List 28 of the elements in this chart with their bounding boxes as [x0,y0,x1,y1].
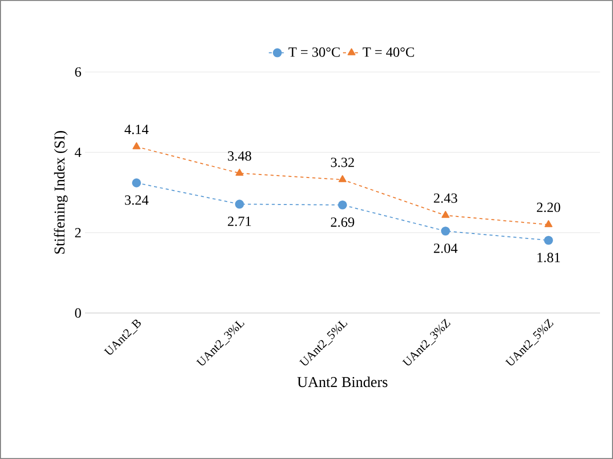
y-tick-label: 0 [75,308,81,318]
point [441,226,450,236]
legend-label: T = 30°C [288,47,340,57]
y-tick-label: 4 [74,148,82,157]
point [544,236,553,245]
x-axis-title: UAnt2 Binders [297,376,388,388]
data-label: 1.81 [538,252,560,262]
legend-label: T = 40°C [362,47,414,57]
point [442,210,450,218]
point [544,220,552,228]
data-label: 4.14 [124,124,148,134]
point [338,175,346,182]
data-label: 2.04 [434,244,458,254]
y-axis-title: Stiffening Index (SI) [54,131,68,254]
point [235,200,244,209]
point [132,142,140,150]
y-tick-label: 6 [75,67,82,77]
data-label: 3.24 [124,195,148,205]
data-label: 2.20 [536,202,560,212]
data-label: 2.69 [330,217,354,227]
point [236,168,244,176]
data-label: 3.48 [228,151,252,161]
point [338,200,347,210]
data-label: 3.32 [330,158,354,168]
y-tick-label: 2 [75,228,81,238]
data-label: 2.71 [228,216,251,226]
point [132,178,141,188]
data-label: 2.43 [434,193,458,203]
